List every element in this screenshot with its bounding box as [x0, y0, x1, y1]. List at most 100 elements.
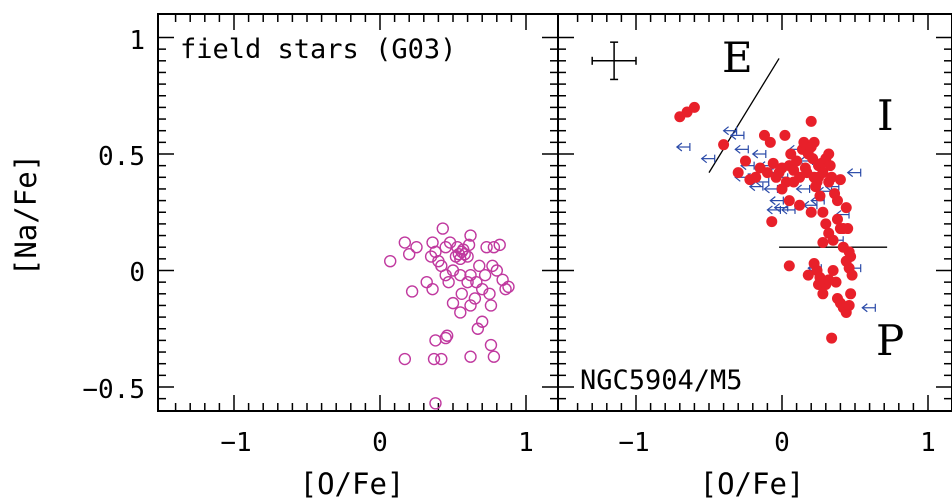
cluster-star-point: [788, 176, 800, 188]
field-star-point: [426, 282, 439, 296]
field-star-point: [480, 240, 493, 254]
field-star-point: [446, 296, 460, 310]
upper-limit-arrowhead: [781, 205, 788, 215]
upper-limit-arrowhead: [751, 149, 759, 159]
upper-limit-arrowhead: [729, 130, 737, 140]
field-star-point: [436, 222, 449, 235]
cluster-star-point: [820, 218, 832, 230]
upper-limit-point: [846, 168, 862, 178]
left-panel-label: field stars (G03): [180, 34, 456, 65]
field-star-point: [429, 397, 442, 410]
cluster-star-point: [823, 148, 835, 160]
field-star-point: [439, 240, 452, 254]
cluster-star-point: [827, 265, 839, 276]
field-star-point: [435, 352, 448, 366]
region-label-i: I: [877, 91, 894, 140]
field-star-point: [398, 352, 412, 366]
field-star-point: [451, 240, 464, 254]
field-star-point: [461, 275, 474, 289]
field-star-point: [462, 238, 476, 252]
field-star-point: [502, 280, 515, 294]
field-star-point: [483, 287, 496, 300]
region-label-p: P: [876, 316, 904, 365]
x-tick-label: 0: [372, 428, 388, 458]
upper-limit-point: [722, 126, 738, 136]
upper-limit-point: [795, 184, 811, 194]
cluster-star-point: [802, 269, 814, 281]
y-tick-label: 1: [129, 26, 145, 56]
cluster-star-point: [846, 269, 858, 281]
reference-lines: [708, 58, 888, 248]
upper-limit-point: [729, 130, 745, 140]
cluster-star-point: [805, 115, 817, 127]
cluster-star-point: [827, 234, 839, 246]
field-star-point: [468, 292, 482, 305]
upper-limit-point: [769, 196, 784, 206]
field-star-point: [464, 350, 477, 363]
field-star-point: [403, 247, 416, 261]
right-panel-label: NGC5904/M5: [580, 365, 743, 396]
upper-limit-point: [861, 303, 876, 313]
cluster-star-point: [764, 136, 776, 148]
cluster-star-point: [843, 299, 855, 311]
field-star-point: [486, 259, 499, 273]
cluster-star-point: [779, 129, 791, 141]
upper-limit-arrowhead: [675, 142, 683, 152]
field-star-point: [427, 352, 441, 366]
cluster-star-point: [791, 155, 803, 167]
upper-limit-point: [766, 205, 782, 215]
cluster-star-points: [674, 101, 858, 344]
cluster-star-point: [808, 136, 820, 148]
upper-limit-point: [763, 184, 779, 194]
field-star-point: [484, 338, 498, 352]
field-star-point: [439, 331, 452, 345]
field-star-point: [471, 322, 485, 335]
field-star-point: [384, 254, 397, 268]
upper-limit-arrowhead: [861, 303, 868, 313]
cluster-star-point: [837, 241, 849, 253]
field-star-point: [420, 275, 433, 289]
upper-limit-point: [734, 144, 749, 154]
y-tick-label: 0: [129, 258, 145, 288]
field-star-point: [440, 329, 454, 342]
axis-ticks: [158, 14, 952, 411]
field-star-point: [429, 334, 442, 347]
cluster-star-point: [794, 199, 806, 211]
field-star-point: [499, 282, 512, 296]
reference-line: [708, 58, 780, 173]
cluster-star-point: [761, 167, 773, 179]
field-star-point: [454, 306, 467, 319]
y-tick-label: 0.5: [98, 142, 145, 172]
cluster-star-point: [840, 202, 852, 214]
cluster-star-point: [823, 176, 835, 188]
field-star-point: [410, 240, 423, 254]
left-panel-frame: [157, 13, 559, 412]
y-axis-title: [Na/Fe]: [9, 154, 43, 276]
field-star-point: [493, 238, 506, 252]
x-axis-title-left: [O/Fe]: [300, 467, 405, 501]
field-star-point: [464, 268, 477, 282]
field-star-point: [490, 264, 503, 277]
field-star-point: [476, 315, 489, 328]
field-star-point: [484, 299, 498, 312]
cluster-star-point: [688, 101, 700, 113]
cluster-star-point: [830, 276, 842, 288]
y-tick-label: −0.5: [82, 375, 145, 405]
x-tick-label: 1: [518, 428, 534, 458]
field-star-point: [461, 250, 474, 263]
cluster-star-point: [831, 213, 843, 225]
cluster-star-point: [834, 174, 846, 186]
field-star-point: [455, 287, 468, 300]
x-tick-label: 0: [774, 428, 790, 458]
cluster-star-point: [776, 183, 788, 195]
field-star-point: [464, 299, 477, 312]
cluster-star-point: [834, 223, 846, 235]
x-axis-title-right: [O/Fe]: [700, 467, 805, 501]
field-star-point: [442, 275, 455, 289]
field-star-point: [454, 268, 467, 282]
cluster-star-point: [718, 139, 730, 151]
typical-error-bar: [591, 41, 637, 81]
cluster-star-point: [817, 288, 829, 300]
upper-limit-point: [751, 149, 767, 159]
